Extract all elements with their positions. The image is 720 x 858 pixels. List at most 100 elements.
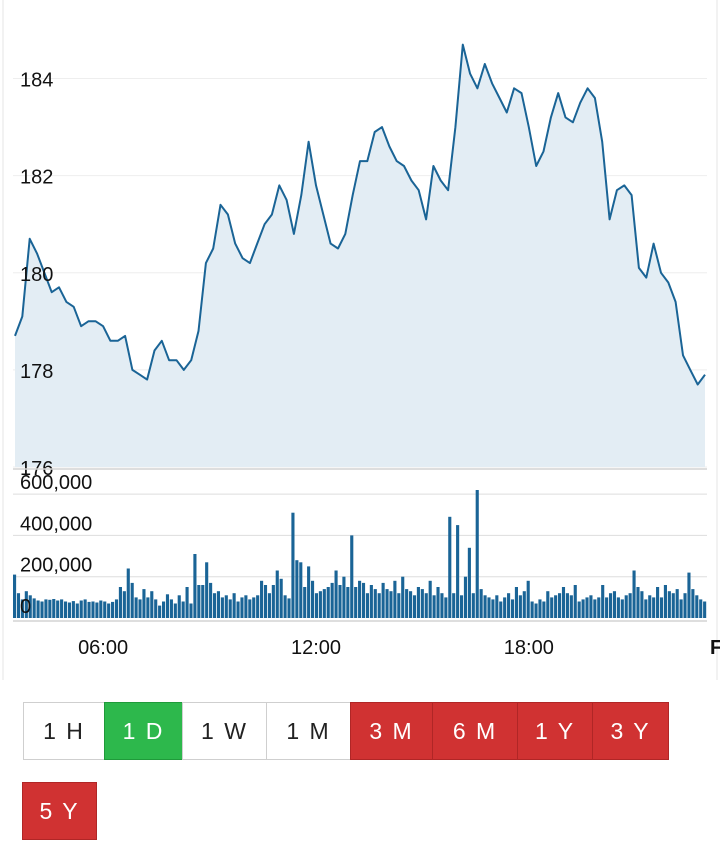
- volume-bar: [358, 580, 362, 618]
- volume-bar: [48, 599, 52, 618]
- volume-bar: [83, 599, 87, 618]
- volume-bar: [287, 598, 291, 618]
- volume-bar: [675, 589, 679, 618]
- volume-bar: [640, 591, 644, 618]
- range-1h-button[interactable]: 1 H: [23, 702, 105, 760]
- range-5y-button[interactable]: 5 Y: [22, 782, 97, 840]
- volume-bar: [138, 599, 142, 618]
- volume-bar: [307, 566, 311, 618]
- price-tick-label: 180: [20, 264, 53, 286]
- volume-bar: [659, 597, 664, 618]
- volume-bar: [605, 597, 609, 618]
- volume-bar: [601, 585, 605, 618]
- range-3m-button[interactable]: 3 M: [350, 702, 433, 760]
- volume-bar: [330, 582, 334, 618]
- volume-bar: [510, 599, 515, 618]
- volume-bar: [546, 591, 550, 618]
- volume-bar: [338, 585, 342, 618]
- volume-bar: [616, 597, 620, 618]
- volume-bar: [479, 589, 483, 618]
- volume-bar: [346, 587, 350, 618]
- volume-bar: [389, 591, 393, 618]
- volume-bar: [158, 605, 162, 618]
- volume-bar: [36, 600, 40, 618]
- volume-bar: [111, 601, 115, 618]
- volume-tick-label: 600,000: [20, 472, 92, 494]
- volume-bar: [283, 595, 287, 618]
- volume-bar: [452, 593, 456, 618]
- volume-bar: [342, 576, 346, 618]
- volume-bar: [56, 600, 60, 618]
- volume-bar: [612, 591, 617, 618]
- range-1d-button[interactable]: 1 D: [104, 702, 183, 760]
- volume-bar: [228, 599, 232, 618]
- volume-bar: [703, 601, 707, 618]
- volume-bar: [224, 595, 228, 618]
- volume-bar: [487, 597, 491, 618]
- volume-bar: [499, 601, 503, 618]
- volume-bar: [483, 595, 487, 618]
- volume-bar: [63, 601, 68, 618]
- volume-bar: [193, 554, 197, 618]
- volume-bar: [71, 601, 75, 618]
- volume-panel: 0 200,000 400,000 600,000: [13, 472, 707, 618]
- price-line: [14, 43, 706, 386]
- volume-bar: [75, 603, 79, 618]
- volume-bar: [236, 601, 240, 618]
- volume-tick-label: 200,000: [20, 555, 92, 577]
- volume-bar: [620, 599, 624, 618]
- volume-bar: [444, 597, 448, 618]
- volume-bar: [118, 587, 122, 618]
- price-tick-label: 178: [20, 361, 53, 383]
- volume-bar: [161, 601, 166, 618]
- volume-bar: [624, 595, 628, 618]
- volume-bar: [648, 595, 652, 618]
- volume-bar: [334, 570, 338, 618]
- volume-bar: [212, 593, 217, 618]
- time-axis: 06:00 12:00 18:00 Feb 22: [78, 637, 720, 659]
- volume-bar: [554, 595, 558, 618]
- volume-bar: [522, 591, 526, 618]
- volume-bar: [526, 580, 530, 618]
- volume-bar: [150, 591, 154, 618]
- range-1m-button[interactable]: 1 M: [266, 702, 351, 760]
- volume-bar: [491, 599, 495, 618]
- volume-bar: [44, 599, 48, 618]
- volume-bar: [448, 516, 452, 618]
- volume-bar: [644, 599, 648, 618]
- volume-bar: [24, 591, 28, 618]
- volume-bar: [471, 593, 475, 618]
- volume-bar: [318, 591, 322, 618]
- volume-bar: [79, 600, 83, 618]
- range-1w-button[interactable]: 1 W: [182, 702, 267, 760]
- volume-bar: [201, 585, 205, 618]
- volume-bar: [565, 593, 569, 618]
- volume-bar: [409, 591, 413, 618]
- volume-bar: [550, 597, 554, 618]
- volume-bar: [585, 597, 589, 618]
- range-6m-button[interactable]: 6 M: [432, 702, 518, 760]
- volume-bar: [220, 597, 224, 618]
- volume-bar: [181, 601, 185, 618]
- volume-bar: [32, 598, 36, 618]
- volume-bar: [628, 593, 632, 618]
- volume-bar: [518, 595, 522, 618]
- volume-bar: [279, 578, 283, 618]
- volume-bar: [52, 599, 56, 618]
- volume-bar: [683, 593, 687, 618]
- range-3y-button[interactable]: 3 Y: [592, 702, 669, 760]
- volume-bar: [310, 580, 315, 618]
- volume-bar: [440, 593, 444, 618]
- volume-bar: [656, 587, 660, 618]
- volume-bar: [436, 587, 440, 618]
- volume-bar: [377, 593, 381, 618]
- volume-bar: [263, 585, 268, 618]
- volume-bar: [275, 570, 279, 618]
- range-1y-button[interactable]: 1 Y: [517, 702, 593, 760]
- volume-bar: [538, 599, 542, 618]
- volume-bar: [381, 582, 385, 618]
- volume-bar: [542, 601, 546, 618]
- volume-bar: [28, 595, 32, 618]
- volume-bar: [597, 597, 601, 618]
